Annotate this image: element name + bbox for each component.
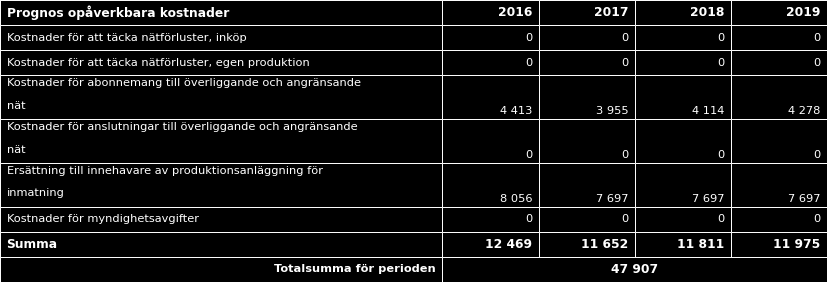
Text: Summa: Summa	[7, 238, 58, 251]
Bar	[442, 232, 538, 257]
Bar	[635, 0, 731, 25]
Bar	[0, 0, 442, 25]
Bar	[0, 207, 442, 232]
Bar	[731, 50, 827, 75]
Bar	[442, 75, 538, 119]
Bar	[538, 25, 635, 50]
Text: 12 469: 12 469	[485, 238, 532, 251]
Text: 0: 0	[813, 149, 820, 160]
Text: 7 697: 7 697	[692, 193, 724, 204]
Text: nät: nät	[7, 101, 26, 111]
Bar	[635, 232, 731, 257]
Text: 4 278: 4 278	[788, 106, 820, 116]
Bar	[731, 163, 827, 207]
Text: 0: 0	[813, 32, 820, 43]
Bar	[442, 119, 538, 163]
Bar	[0, 163, 442, 207]
Text: 0: 0	[813, 214, 820, 224]
Text: 11 652: 11 652	[581, 238, 629, 251]
Text: 0: 0	[525, 32, 532, 43]
Bar	[635, 119, 731, 163]
Text: 2019: 2019	[786, 6, 820, 19]
Bar	[635, 207, 731, 232]
Text: 2016: 2016	[498, 6, 532, 19]
Bar	[635, 50, 731, 75]
Text: 7 697: 7 697	[788, 193, 820, 204]
Bar	[731, 75, 827, 119]
Text: 2018: 2018	[690, 6, 724, 19]
Text: 0: 0	[621, 32, 629, 43]
Text: 0: 0	[717, 214, 724, 224]
Bar	[538, 0, 635, 25]
Text: 11 975: 11 975	[773, 238, 820, 251]
Bar	[731, 207, 827, 232]
Text: 0: 0	[717, 149, 724, 160]
Text: Ersättning till innehavare av produktionsanläggning för: Ersättning till innehavare av produktion…	[7, 166, 323, 176]
Bar	[442, 50, 538, 75]
Text: 0: 0	[525, 149, 532, 160]
Text: nät: nät	[7, 144, 26, 155]
Bar	[0, 75, 442, 119]
Bar	[0, 257, 442, 282]
Text: 0: 0	[525, 214, 532, 224]
Bar	[731, 0, 827, 25]
Bar	[442, 25, 538, 50]
Text: Kostnader för abonnemang till överliggande och angränsande: Kostnader för abonnemang till överliggan…	[7, 78, 361, 88]
Text: 0: 0	[717, 58, 724, 68]
Text: 47 907: 47 907	[611, 263, 658, 276]
Bar	[538, 232, 635, 257]
Bar	[442, 163, 538, 207]
Bar	[442, 0, 538, 25]
Bar	[0, 119, 442, 163]
Bar	[538, 207, 635, 232]
Text: Prognos opåverkbara kostnader: Prognos opåverkbara kostnader	[7, 5, 229, 20]
Text: 0: 0	[621, 58, 629, 68]
Text: 4 413: 4 413	[500, 106, 532, 116]
Text: 0: 0	[717, 32, 724, 43]
Bar	[731, 119, 827, 163]
Bar	[538, 75, 635, 119]
Text: 11 811: 11 811	[677, 238, 724, 251]
Text: 0: 0	[621, 214, 629, 224]
Text: 7 697: 7 697	[595, 193, 629, 204]
Text: 0: 0	[525, 58, 532, 68]
Text: 0: 0	[813, 58, 820, 68]
Text: Kostnader för att täcka nätförluster, egen produktion: Kostnader för att täcka nätförluster, eg…	[7, 58, 309, 68]
Bar	[731, 232, 827, 257]
Text: Kostnader för anslutningar till överliggande och angränsande: Kostnader för anslutningar till överligg…	[7, 122, 357, 132]
Bar	[538, 119, 635, 163]
Bar	[635, 75, 731, 119]
Bar	[635, 25, 731, 50]
Bar	[538, 50, 635, 75]
Bar	[0, 25, 442, 50]
Text: 2017: 2017	[594, 6, 629, 19]
Text: Kostnader för myndighetsavgifter: Kostnader för myndighetsavgifter	[7, 214, 198, 224]
Text: 8 056: 8 056	[500, 193, 532, 204]
Bar	[538, 163, 635, 207]
Text: inmatning: inmatning	[7, 188, 65, 199]
Bar	[0, 50, 442, 75]
Text: 3 955: 3 955	[595, 106, 629, 116]
Text: Totalsumma för perioden: Totalsumma för perioden	[274, 265, 436, 274]
Bar	[442, 257, 827, 282]
Text: 0: 0	[621, 149, 629, 160]
Bar	[635, 163, 731, 207]
Bar	[442, 207, 538, 232]
Text: Kostnader för att täcka nätförluster, inköp: Kostnader för att täcka nätförluster, in…	[7, 32, 246, 43]
Text: 4 114: 4 114	[692, 106, 724, 116]
Bar	[0, 232, 442, 257]
Bar	[731, 25, 827, 50]
